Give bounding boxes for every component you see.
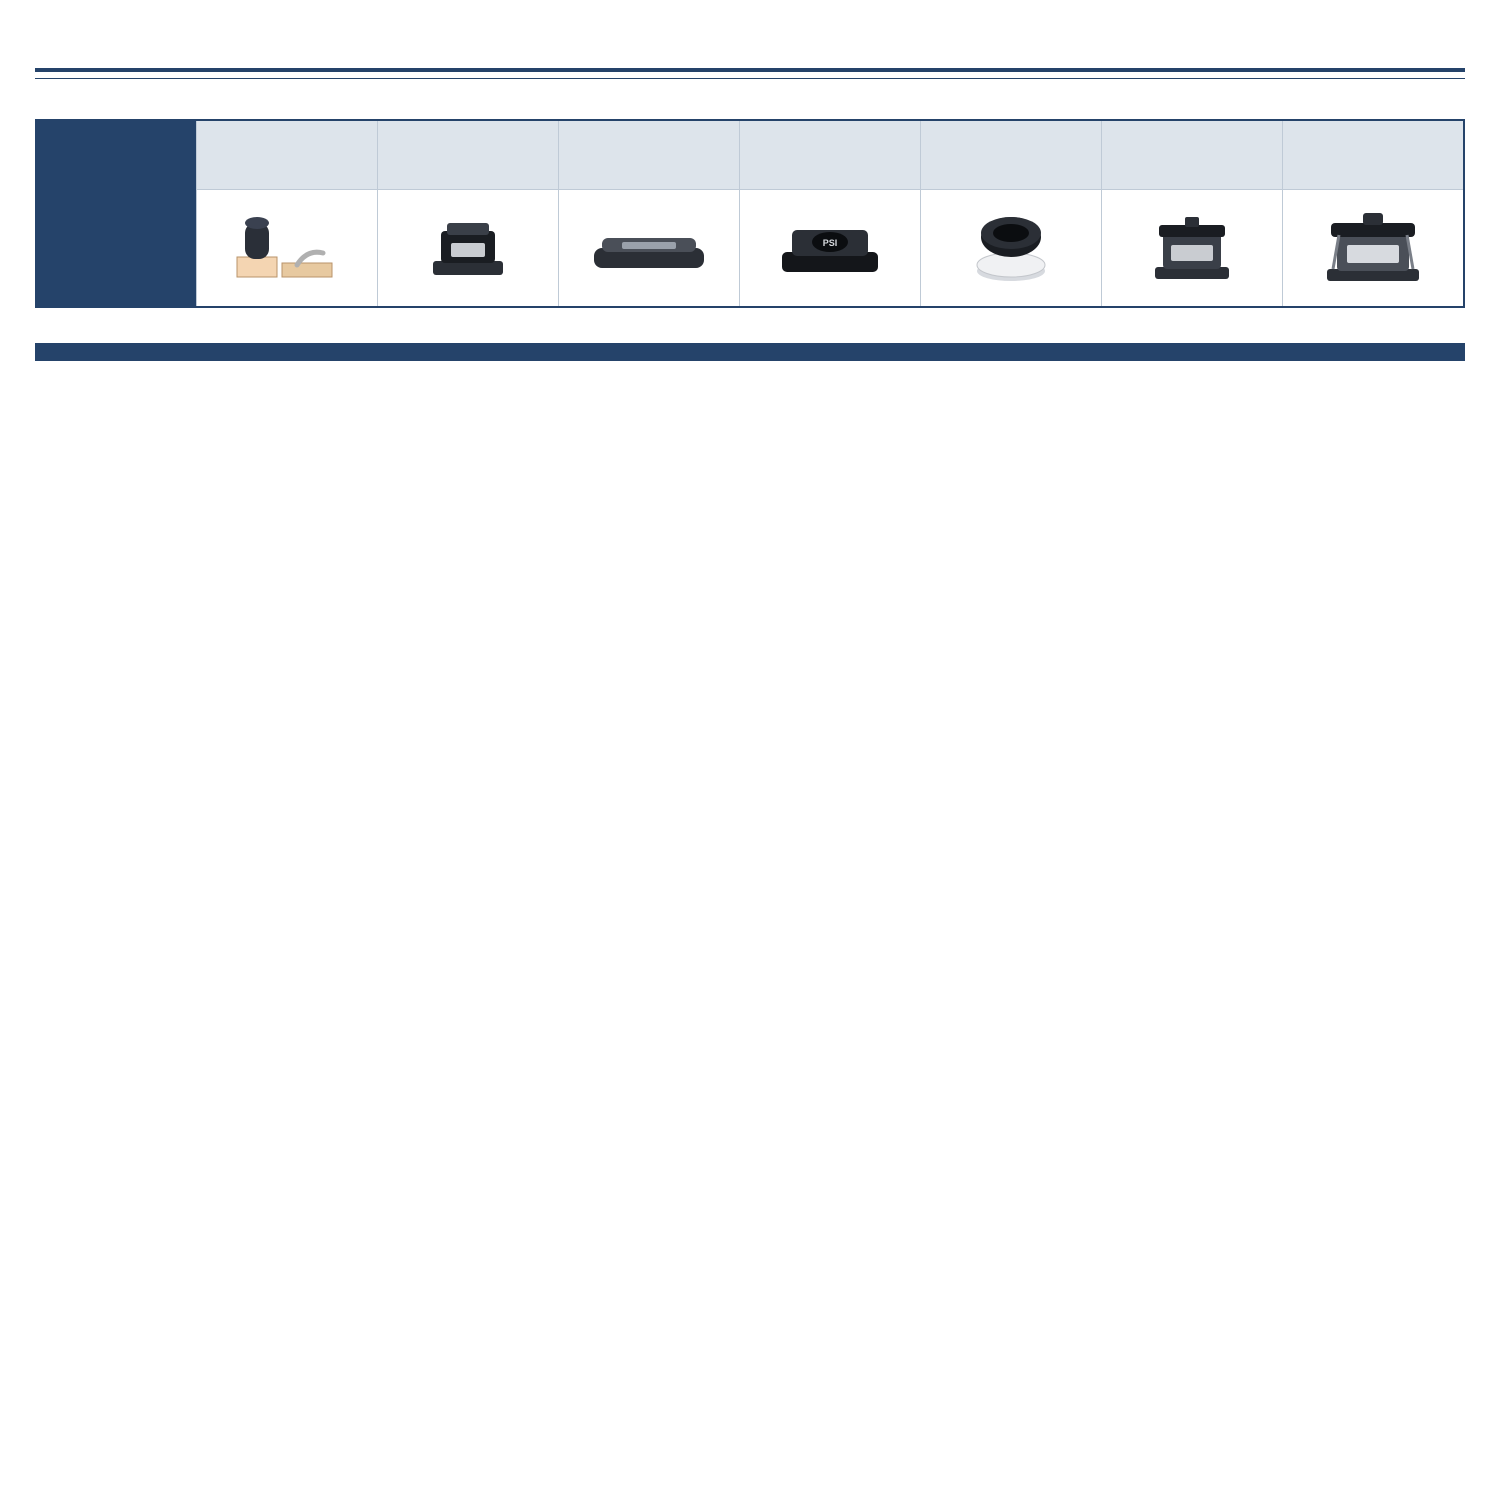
stamp-image-regular-wood <box>196 190 377 308</box>
svg-text:PSI: PSI <box>823 238 838 248</box>
stamp-image-slim-stamp <box>558 190 739 308</box>
title-rule-thin <box>35 78 1465 79</box>
stamp-image-shiny-essential <box>1102 190 1283 308</box>
col-head-psi-stamp <box>739 120 920 190</box>
psi-stamp-icon: PSI <box>770 216 890 281</box>
plastic-self-inker-icon <box>413 213 523 283</box>
title-rule-thick <box>35 68 1465 72</box>
maxlight-stamp-icon <box>961 211 1061 286</box>
stamp-image-psi-stamp: PSI <box>739 190 920 308</box>
bottom-bar <box>35 343 1465 361</box>
slim-stamp-icon <box>584 218 714 278</box>
col-head-trodat-professional <box>1283 120 1464 190</box>
col-head-plastic-self-inker <box>377 120 558 190</box>
regular-wood-stamp-icon <box>227 213 347 283</box>
trodat-professional-icon <box>1313 209 1433 287</box>
shiny-essential-icon <box>1137 211 1247 286</box>
page-container: PSI <box>0 0 1500 1500</box>
corner-label <box>36 120 196 307</box>
stamp-image-maxlight <box>921 190 1102 308</box>
comparison-table: PSI <box>35 119 1465 308</box>
col-head-slim-stamp <box>558 120 739 190</box>
table-image-row: PSI <box>36 190 1464 308</box>
table-header-row <box>36 120 1464 190</box>
col-head-regular-wood <box>196 120 377 190</box>
col-head-maxlight <box>921 120 1102 190</box>
col-head-shiny-essential <box>1102 120 1283 190</box>
title-block <box>35 0 1465 58</box>
stamp-image-trodat-professional <box>1283 190 1464 308</box>
stamp-image-plastic-self-inker <box>377 190 558 308</box>
